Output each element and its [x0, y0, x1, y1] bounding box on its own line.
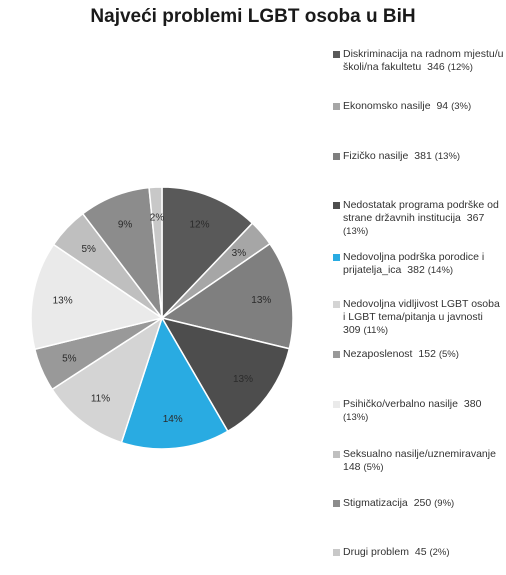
- slice-label-1: 12%: [189, 220, 209, 231]
- legend-text: Nedostatak programa podrške od strane dr…: [333, 199, 505, 238]
- legend-item-6: Nedovoljna vidljivost LGBT osoba i LGBT …: [333, 298, 505, 337]
- legend-text: Drugi problem 45 (2%): [333, 546, 505, 559]
- legend-item-5: Nedovoljna podrška porodice i prijatelja…: [333, 251, 505, 277]
- legend-item-11: Drugi problem 45 (2%): [333, 546, 505, 559]
- pie-slice-11: [148, 186, 163, 319]
- pie-slice-labels: 12% 3% 13% 13% 14% 11% 5% 13% 5% 9% 2%: [53, 213, 272, 425]
- pie-slice-3: [160, 242, 294, 350]
- pie-slice-4: [160, 316, 291, 433]
- legend-percent: (3%): [451, 101, 472, 112]
- slice-label-8: 13%: [53, 296, 73, 307]
- legend-count: 346: [424, 61, 448, 73]
- legend-swatch: [333, 301, 340, 308]
- legend-count: 148: [343, 461, 364, 473]
- legend-text: Seksualno nasilje/uznemiravanje 148 (5%): [333, 448, 505, 474]
- legend-percent: (9%): [434, 498, 455, 509]
- slice-label-4: 13%: [233, 374, 253, 385]
- legend-label: Drugi problem: [343, 546, 409, 558]
- legend-swatch: [333, 103, 340, 110]
- legend-item-3: Fizičko nasilje 381 (13%): [333, 150, 505, 163]
- legend-text: Nedovoljna vidljivost LGBT osoba i LGBT …: [333, 298, 505, 337]
- slice-label-6: 11%: [91, 394, 110, 405]
- slice-label-5: 14%: [163, 414, 183, 425]
- pie-slices: [30, 186, 294, 450]
- slice-label-9: 5%: [81, 244, 96, 255]
- legend-label: Psihičko/verbalno nasilje: [343, 398, 458, 410]
- legend-count: 382: [404, 264, 428, 276]
- legend-swatch: [333, 254, 340, 261]
- legend-count: 367: [463, 212, 485, 224]
- legend-label: Fizičko nasilje: [343, 150, 409, 162]
- slice-label-3: 13%: [251, 295, 271, 306]
- legend-percent: (13%): [343, 412, 369, 423]
- legend-percent: (5%): [438, 349, 459, 360]
- legend-item-10: Stigmatizacija 250 (9%): [333, 497, 505, 510]
- legend-label: Nedostatak programa podrške od strane dr…: [343, 199, 499, 224]
- legend-percent: (5%): [363, 462, 384, 473]
- legend-swatch: [333, 401, 340, 408]
- pie-slice-5: [120, 316, 229, 450]
- legend-percent: (13%): [434, 151, 461, 162]
- legend-text: Nedovoljna podrška porodice i prijatelja…: [333, 251, 505, 277]
- legend-count: 94: [433, 100, 452, 112]
- slice-label-10: 9%: [118, 220, 133, 231]
- legend-text: Nezaposlenost 152 (5%): [333, 348, 505, 361]
- legend-count: 152: [415, 348, 439, 360]
- legend-item-7: Nezaposlenost 152 (5%): [333, 348, 505, 361]
- legend-text: Fizičko nasilje 381 (13%): [333, 150, 505, 163]
- legend-label: Diskriminacija na radnom mjestu/u školi/…: [343, 48, 504, 73]
- legend-swatch: [333, 500, 340, 507]
- legend-item-9: Seksualno nasilje/uznemiravanje 148 (5%): [333, 448, 505, 474]
- pie-chart: 12% 3% 13% 13% 14% 11% 5% 13% 5% 9% 2%: [30, 186, 294, 450]
- chart-title: Najveći problemi LGBT osoba u BiH: [90, 6, 416, 27]
- legend-percent: (14%): [427, 265, 454, 276]
- legend-text: Psihičko/verbalno nasilje 380 (13%): [333, 398, 505, 424]
- legend-item-1: Diskriminacija na radnom mjestu/u školi/…: [333, 48, 505, 74]
- legend-count: 250: [410, 497, 435, 509]
- legend-text: Diskriminacija na radnom mjestu/u školi/…: [333, 48, 505, 74]
- legend-item-2: Ekonomsko nasilje 94 (3%): [333, 100, 505, 113]
- legend-text: Ekonomsko nasilje 94 (3%): [333, 100, 505, 113]
- legend-count: 380: [460, 398, 482, 410]
- legend-percent: (2%): [429, 547, 450, 558]
- legend-swatch: [333, 153, 340, 160]
- legend-count: 45: [411, 546, 430, 558]
- legend-item-4: Nedostatak programa podrške od strane dr…: [333, 199, 505, 238]
- pie-slice-6: [51, 316, 164, 444]
- legend-percent: (13%): [343, 226, 369, 237]
- legend-swatch: [333, 202, 340, 209]
- pie-slice-8: [30, 243, 164, 351]
- legend-swatch: [333, 351, 340, 358]
- legend-percent: (11%): [363, 325, 389, 336]
- pie-slice-1: [161, 186, 254, 320]
- legend-swatch: [333, 51, 340, 58]
- slice-label-11: 2%: [150, 213, 165, 224]
- legend-count: 381: [411, 150, 435, 162]
- legend-swatch: [333, 451, 340, 458]
- legend-item-8: Psihičko/verbalno nasilje 380 (13%): [333, 398, 505, 424]
- legend-label: Nezaposlenost: [343, 348, 413, 360]
- legend-text: Stigmatizacija 250 (9%): [333, 497, 505, 510]
- legend-percent: (12%): [447, 62, 473, 73]
- slice-label-7: 5%: [62, 354, 77, 365]
- legend-label: Stigmatizacija: [343, 497, 408, 509]
- legend-label: Nedovoljna podrška porodice i prijatelja…: [343, 251, 485, 276]
- legend-label: Nedovoljna vidljivost LGBT osoba i LGBT …: [343, 298, 500, 323]
- legend-label: Seksualno nasilje/uznemiravanje: [343, 448, 496, 460]
- legend-swatch: [333, 549, 340, 556]
- slice-label-2: 3%: [232, 248, 247, 259]
- legend-count: 309: [343, 324, 364, 336]
- legend-label: Ekonomsko nasilje: [343, 100, 431, 112]
